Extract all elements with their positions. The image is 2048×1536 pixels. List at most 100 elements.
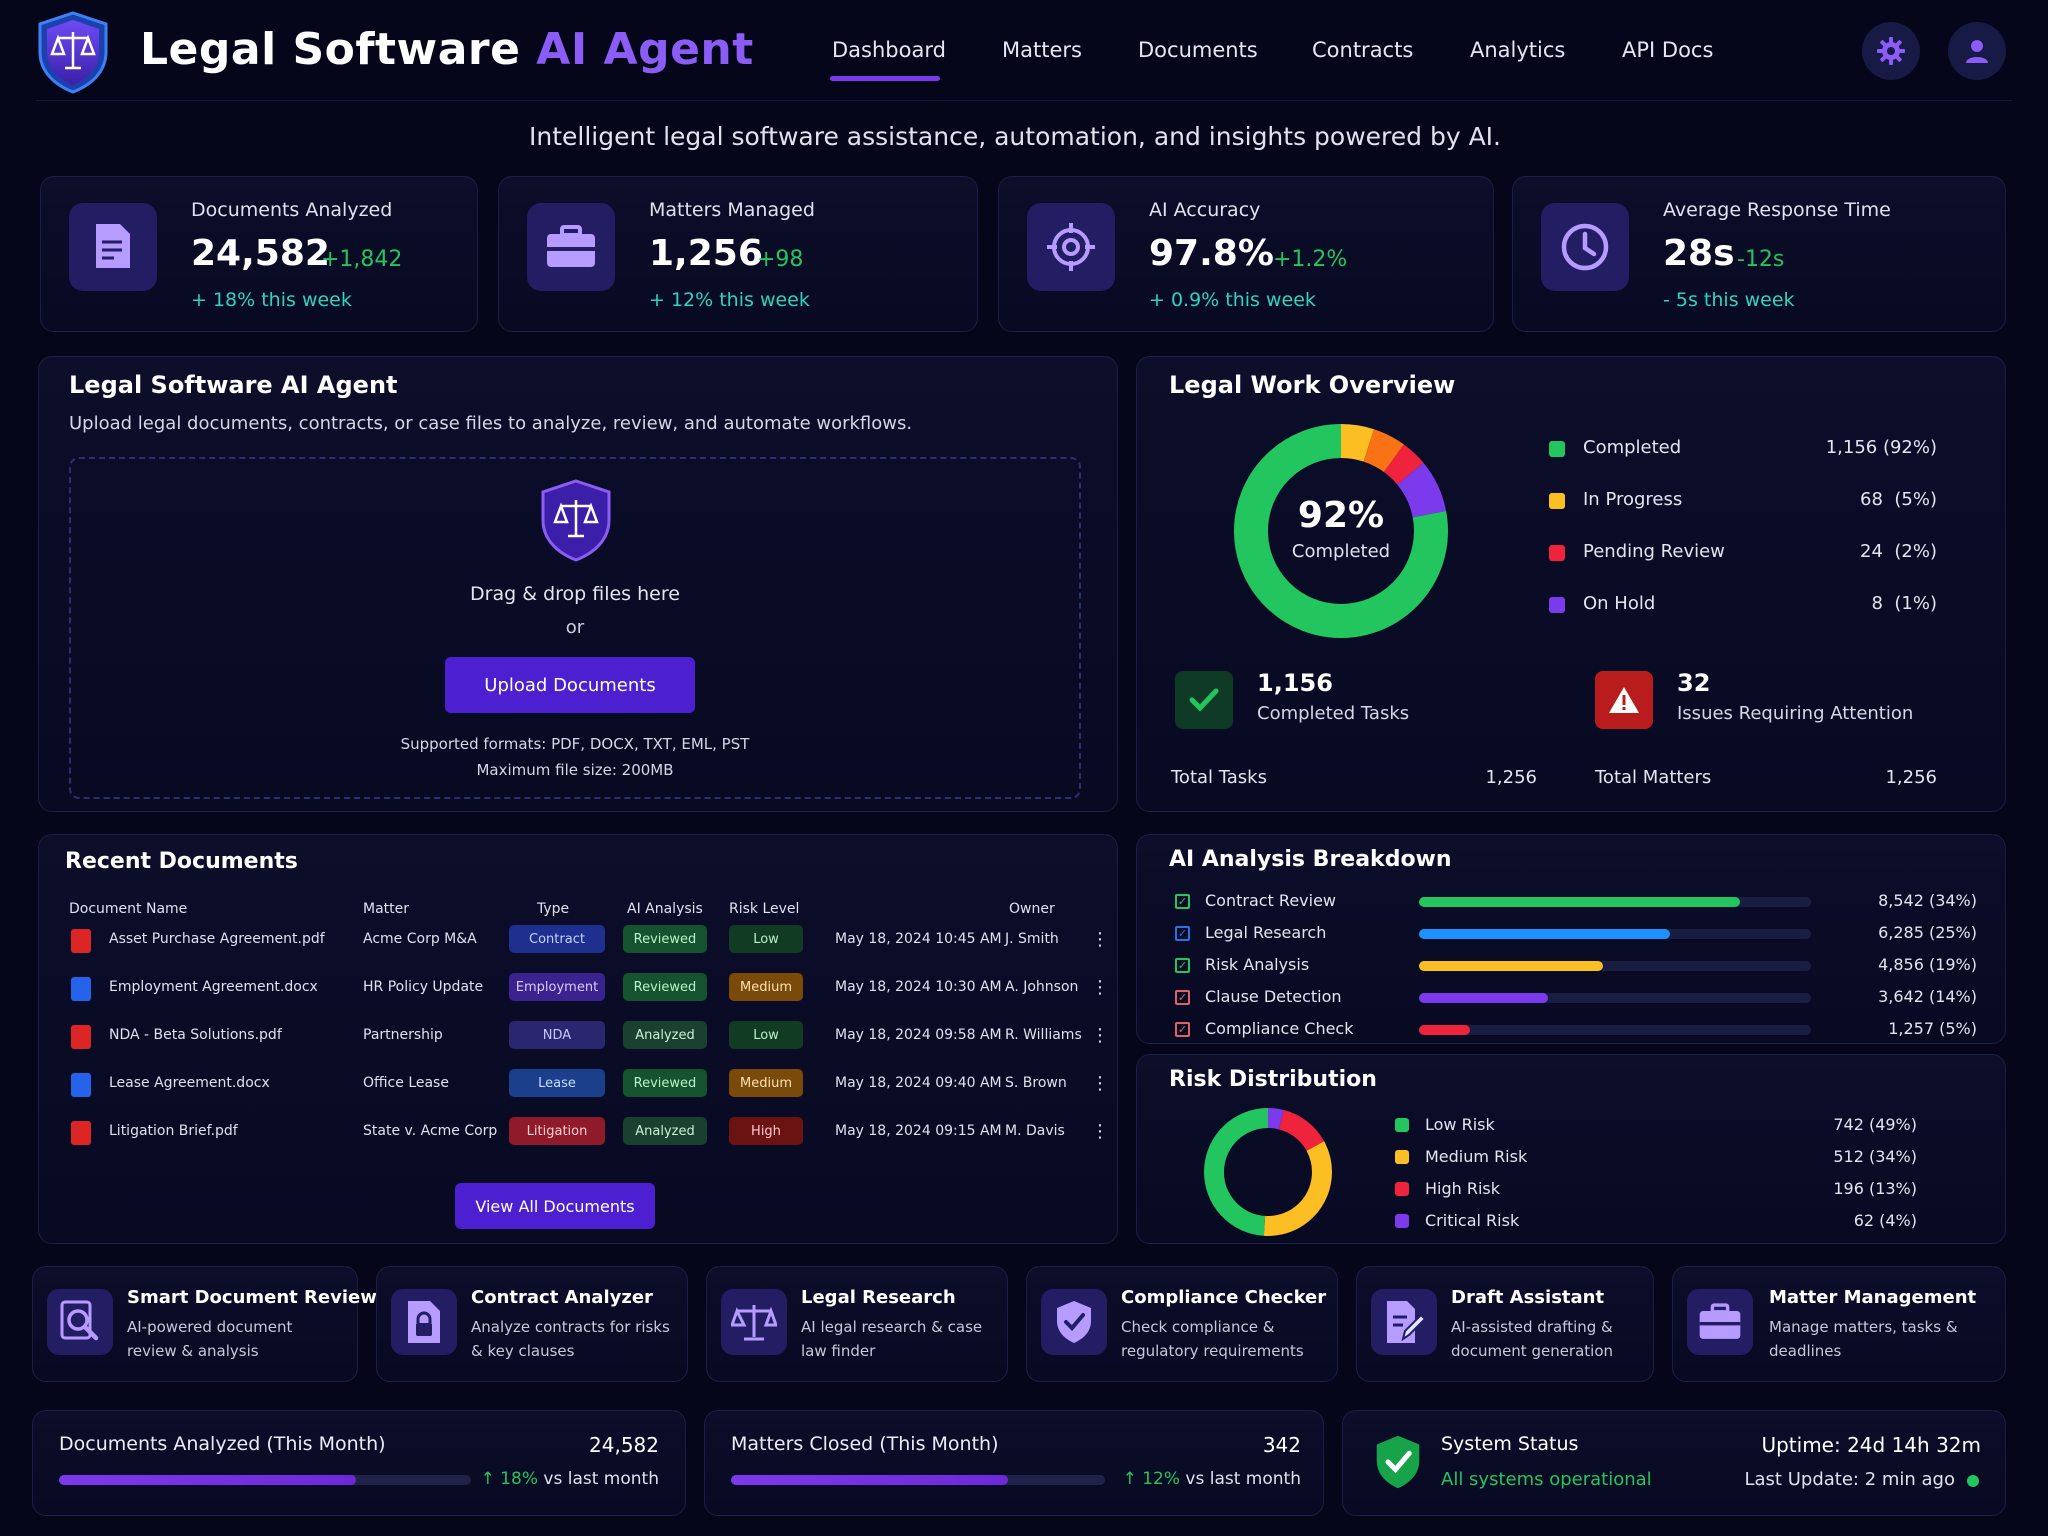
document-matter: State v. Acme Corp (363, 1123, 498, 1139)
risk-legend-label: Critical Risk (1425, 1211, 1520, 1230)
tool-card-matter-management[interactable]: Matter Management Manage matters, tasks … (1672, 1266, 2006, 1382)
risk-legend-value: 62 (4%) (1853, 1211, 1917, 1230)
document-name[interactable]: Employment Agreement.docx (109, 979, 318, 995)
risk-legend-swatch (1395, 1182, 1409, 1196)
total-tasks-value: 1,256 (1485, 767, 1537, 788)
risk-legend-swatch (1395, 1214, 1409, 1228)
checkbox-icon[interactable]: ✓ (1175, 990, 1190, 1005)
donut-segment-completed (1234, 424, 1448, 638)
breakdown-bar-fill (1419, 1025, 1470, 1035)
settings-button[interactable] (1862, 22, 1920, 80)
document-matter: HR Policy Update (363, 979, 484, 995)
uptime-value: Uptime: 24d 14h 32m (1761, 1433, 1981, 1457)
tool-card-draft-assistant[interactable]: Draft Assistant AI-assisted drafting & do… (1356, 1266, 1654, 1382)
pdf-file-icon (71, 1121, 91, 1145)
tab-documents[interactable]: Documents (1138, 38, 1258, 62)
stat-delta: +98 (757, 247, 804, 272)
upload-panel: Legal Software AI Agent Upload legal doc… (38, 356, 1118, 812)
issues-count: 32 (1677, 669, 1711, 697)
briefcase-icon (547, 225, 595, 267)
column-header-owner[interactable]: Owner (1009, 901, 1055, 917)
legend-label: Completed (1583, 437, 1682, 458)
checkbox-icon[interactable]: ✓ (1175, 1022, 1190, 1037)
risk-badge: Low (729, 925, 803, 953)
magnify-document-icon (60, 1300, 99, 1341)
type-badge: Contract (509, 925, 605, 953)
system-status-title: System Status (1441, 1433, 1579, 1455)
document-name[interactable]: Litigation Brief.pdf (109, 1123, 238, 1139)
document-name[interactable]: Asset Purchase Agreement.pdf (109, 931, 325, 947)
completed-tasks-badge (1175, 671, 1233, 729)
more-options-icon[interactable]: ⋮ (1091, 1121, 1109, 1142)
file-dropzone[interactable]: Drag & drop files here or Upload Documen… (69, 457, 1081, 799)
more-options-icon[interactable]: ⋮ (1091, 929, 1109, 950)
risk-segment-medium-risk (1204, 1108, 1332, 1236)
document-name[interactable]: Lease Agreement.docx (109, 1075, 270, 1091)
user-profile-button[interactable] (1948, 22, 2006, 80)
matters-month-progress (731, 1475, 1105, 1485)
breakdown-value: 6,285 (25%) (1878, 923, 1977, 942)
doc-file-icon (71, 977, 91, 1001)
document-owner: R. Williams (1005, 1027, 1082, 1043)
upload-documents-button[interactable]: Upload Documents (445, 657, 695, 713)
tab-contracts[interactable]: Contracts (1312, 38, 1414, 62)
tool-card-smart-document-review[interactable]: Smart Document Review AI-powered documen… (32, 1266, 377, 1382)
tool-card-contract-analyzer[interactable]: Contract Analyzer Analyze contracts for … (376, 1266, 688, 1382)
stat-value: 97.8% (1149, 233, 1274, 274)
column-header-matter[interactable]: Matter (363, 901, 410, 917)
stat-week-change: + 12% this week (649, 289, 810, 311)
tab-analytics[interactable]: Analytics (1470, 38, 1566, 62)
legend-swatch-on-hold (1549, 597, 1565, 613)
docs-month-delta: ↑ 18% vs last month (480, 1469, 659, 1489)
shield-check-icon (1376, 1435, 1420, 1489)
document-date: May 18, 2024 09:40 AM (835, 1075, 1002, 1091)
stat-week-change: + 18% this week (191, 289, 352, 311)
more-options-icon[interactable]: ⋮ (1091, 1073, 1109, 1094)
breakdown-label: Risk Analysis (1205, 955, 1310, 974)
arrow-up-icon: ↑ (480, 1469, 501, 1489)
tool-icon-box (1687, 1289, 1753, 1355)
checkbox-icon[interactable]: ✓ (1175, 958, 1190, 973)
shield-scales-logo-icon (38, 11, 108, 94)
document-name[interactable]: NDA - Beta Solutions.pdf (109, 1027, 282, 1043)
target-icon (1047, 223, 1095, 271)
breakdown-label: Compliance Check (1205, 1019, 1354, 1038)
tool-title: Matter Management (1769, 1287, 1977, 1308)
stat-value: 28s (1663, 233, 1735, 274)
column-header-type[interactable]: Type (537, 901, 570, 917)
risk-donut-chart (1204, 1108, 1332, 1236)
legend-value: 68 (5%) (1860, 489, 1937, 510)
tool-title: Draft Assistant (1451, 1287, 1605, 1308)
tool-card-legal-research[interactable]: Legal Research AI legal research & case l… (706, 1266, 1008, 1382)
shield-scales-icon (541, 479, 611, 562)
tab-api-docs[interactable]: API Docs (1622, 38, 1714, 62)
checkbox-icon[interactable]: ✓ (1175, 894, 1190, 909)
stat-week-change: + 0.9% this week (1149, 289, 1316, 311)
risk-badge: Low (729, 1021, 803, 1049)
matters-month-card: Matters Closed (This Month) 342 ↑ 12% vs… (704, 1410, 1324, 1516)
checkbox-icon[interactable]: ✓ (1175, 926, 1190, 941)
tool-card-compliance-checker[interactable]: Compliance Checker Check compliance & reg… (1026, 1266, 1338, 1382)
view-all-documents-button[interactable]: View All Documents (455, 1183, 655, 1229)
tab-dashboard[interactable]: Dashboard (832, 38, 946, 62)
gear-icon (1877, 37, 1905, 65)
more-options-icon[interactable]: ⋮ (1091, 1025, 1109, 1046)
docs-month-progress-fill (59, 1475, 356, 1485)
column-header-risk-level[interactable]: Risk Level (729, 901, 800, 917)
breakdown-bar-fill (1419, 929, 1670, 939)
breakdown-bar-track (1419, 961, 1811, 971)
stat-icon-box (527, 203, 615, 291)
more-options-icon[interactable]: ⋮ (1091, 977, 1109, 998)
analysis-badge: Reviewed (623, 973, 707, 1001)
ai-analysis-breakdown-panel: AI Analysis Breakdown ✓ Contract Review … (1136, 834, 2006, 1044)
breakdown-label: Clause Detection (1205, 987, 1342, 1006)
total-tasks-label: Total Tasks (1171, 767, 1267, 788)
stat-card-documents: Documents Analyzed 24,582 +1,842 + 18% t… (40, 176, 478, 332)
tool-title: Legal Research (801, 1287, 956, 1308)
breakdown-bar-track (1419, 1025, 1811, 1035)
matters-month-progress-fill (731, 1475, 1008, 1485)
breakdown-bar-fill (1419, 961, 1604, 971)
column-header-name[interactable]: Document Name (69, 901, 188, 917)
tab-matters[interactable]: Matters (1002, 38, 1082, 62)
column-header-ai-analysis[interactable]: AI Analysis (627, 901, 703, 917)
